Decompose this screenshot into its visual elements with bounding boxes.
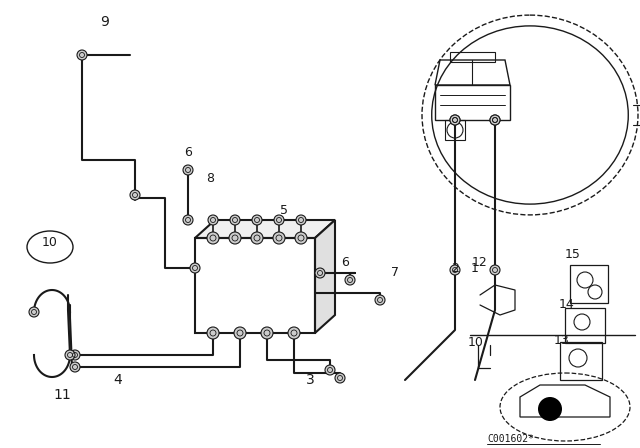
Bar (565, 308, 605, 343)
Text: 8: 8 (206, 172, 214, 185)
Text: 11: 11 (53, 388, 71, 402)
Circle shape (207, 327, 219, 339)
Polygon shape (315, 220, 335, 333)
Circle shape (375, 295, 385, 305)
Bar (450, 52, 495, 62)
Circle shape (288, 327, 300, 339)
Circle shape (183, 215, 193, 225)
Circle shape (450, 115, 460, 125)
Circle shape (130, 190, 140, 200)
Circle shape (251, 232, 263, 244)
Text: 3: 3 (306, 373, 314, 387)
Bar (445, 120, 465, 140)
Polygon shape (195, 220, 335, 238)
Text: 9: 9 (100, 15, 109, 29)
Bar (560, 342, 602, 380)
Text: 7: 7 (391, 266, 399, 279)
Circle shape (345, 275, 355, 285)
Bar (195, 238, 315, 333)
Text: C001602*: C001602* (487, 434, 534, 444)
Circle shape (70, 350, 80, 360)
Text: 13: 13 (554, 333, 570, 346)
Circle shape (234, 327, 246, 339)
Circle shape (538, 397, 562, 421)
Circle shape (70, 362, 80, 372)
Circle shape (29, 307, 39, 317)
Text: 6: 6 (184, 146, 192, 159)
Bar (570, 265, 608, 303)
Text: 14: 14 (559, 298, 575, 311)
Text: 1: 1 (471, 262, 479, 275)
Circle shape (230, 215, 240, 225)
Circle shape (295, 232, 307, 244)
Circle shape (190, 263, 200, 273)
Circle shape (183, 165, 193, 175)
Text: 4: 4 (114, 373, 122, 387)
Circle shape (335, 373, 345, 383)
Circle shape (229, 232, 241, 244)
Circle shape (450, 265, 460, 275)
Circle shape (490, 265, 500, 275)
Circle shape (325, 365, 335, 375)
Circle shape (208, 215, 218, 225)
Circle shape (315, 268, 325, 278)
Circle shape (207, 232, 219, 244)
Text: 10: 10 (468, 336, 484, 349)
Text: 2: 2 (451, 262, 459, 275)
Circle shape (490, 115, 500, 125)
Circle shape (450, 115, 460, 125)
Circle shape (274, 215, 284, 225)
Circle shape (273, 232, 285, 244)
Circle shape (490, 115, 500, 125)
Circle shape (65, 350, 75, 360)
Text: 5: 5 (280, 203, 288, 216)
Text: 12: 12 (472, 257, 488, 270)
Circle shape (296, 215, 306, 225)
Text: 10: 10 (42, 237, 58, 250)
Circle shape (77, 50, 87, 60)
Text: 15: 15 (565, 249, 581, 262)
Bar (435, 85, 510, 120)
Circle shape (252, 215, 262, 225)
Text: 6: 6 (341, 255, 349, 268)
Circle shape (261, 327, 273, 339)
